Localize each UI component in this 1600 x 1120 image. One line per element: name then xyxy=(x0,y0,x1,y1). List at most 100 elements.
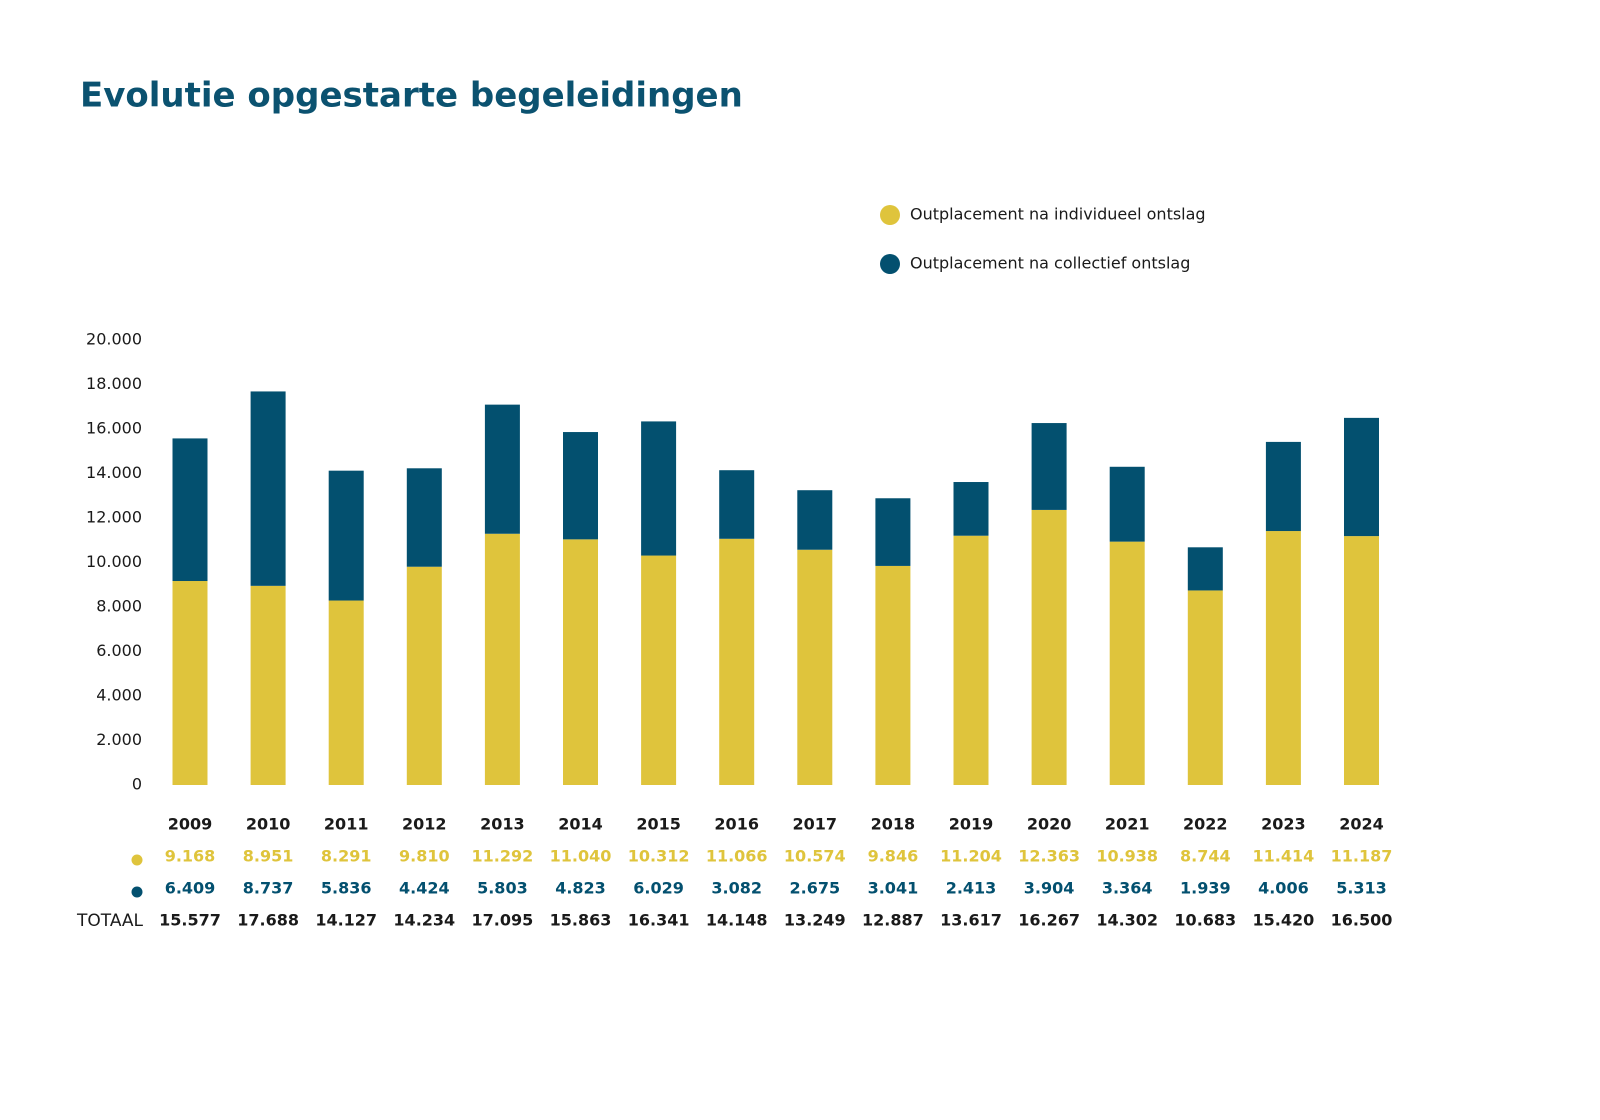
total-label: 12.887 xyxy=(862,911,924,930)
bar-segment xyxy=(250,391,286,586)
total-label: 14.234 xyxy=(393,911,455,930)
x-tick-label: 2020 xyxy=(1027,815,1072,834)
y-tick-label: 0 xyxy=(132,775,142,794)
total-label: 16.341 xyxy=(628,911,690,930)
x-tick-label: 2019 xyxy=(949,815,994,834)
bar-segment xyxy=(328,600,364,785)
value-label: 10.312 xyxy=(628,847,690,866)
bar-segment xyxy=(1265,531,1301,785)
total-label: 15.420 xyxy=(1253,911,1315,930)
value-label: 12.363 xyxy=(1018,847,1080,866)
value-label: 10.574 xyxy=(784,847,846,866)
bar-segment xyxy=(875,565,911,785)
total-label: 15.863 xyxy=(550,911,612,930)
value-label: 4.424 xyxy=(399,879,450,898)
x-tick-label: 2016 xyxy=(714,815,759,834)
value-label: 8.737 xyxy=(243,879,294,898)
total-label: 15.577 xyxy=(159,911,221,930)
y-tick-label: 4.000 xyxy=(96,686,142,705)
value-label: 9.810 xyxy=(399,847,450,866)
x-tick-label: 2021 xyxy=(1105,815,1150,834)
value-label: 11.414 xyxy=(1253,847,1315,866)
bar-segment xyxy=(641,555,677,785)
legend-swatch xyxy=(880,205,900,225)
y-tick-label: 18.000 xyxy=(86,374,142,393)
x-tick-label: 2010 xyxy=(246,815,291,834)
bar-segment xyxy=(1109,541,1145,785)
bar-segment xyxy=(1187,590,1223,785)
y-tick-label: 16.000 xyxy=(86,419,142,438)
total-label: 13.617 xyxy=(940,911,1002,930)
x-tick-label: 2014 xyxy=(558,815,603,834)
value-label: 9.846 xyxy=(868,847,919,866)
bar-segment xyxy=(250,585,286,785)
bar-segment xyxy=(563,432,598,540)
x-tick-label: 2018 xyxy=(871,815,916,834)
value-label: 6.409 xyxy=(165,879,216,898)
legend-swatch xyxy=(880,254,900,274)
value-label: 3.904 xyxy=(1024,879,1075,898)
value-label: 6.029 xyxy=(633,879,684,898)
bar-segment xyxy=(1109,466,1145,542)
bar-segment xyxy=(719,538,755,785)
legend-label: Outplacement na collectief ontslag xyxy=(910,254,1190,273)
legend-label: Outplacement na individueel ontslag xyxy=(910,205,1206,224)
value-label: 8.951 xyxy=(243,847,294,866)
total-label: 10.683 xyxy=(1174,911,1236,930)
value-label: 11.292 xyxy=(472,847,534,866)
value-label: 11.187 xyxy=(1331,847,1393,866)
x-tick-label: 2022 xyxy=(1183,815,1228,834)
x-tick-label: 2011 xyxy=(324,815,369,834)
bar-segment xyxy=(875,498,911,566)
bar-segment xyxy=(563,539,598,785)
value-label: 2.413 xyxy=(946,879,997,898)
bar-segment xyxy=(953,482,989,536)
bar-segment xyxy=(1187,547,1223,591)
bar-segment xyxy=(406,468,442,567)
bar-segment xyxy=(172,581,208,785)
bar-segment xyxy=(797,490,833,550)
total-label: 13.249 xyxy=(784,911,846,930)
value-label: 9.168 xyxy=(165,847,216,866)
bar-segment xyxy=(1031,423,1067,510)
bar-segment xyxy=(797,549,833,785)
y-tick-label: 14.000 xyxy=(86,463,142,482)
value-label: 8.291 xyxy=(321,847,372,866)
value-label: 4.006 xyxy=(1258,879,1309,898)
x-tick-label: 2024 xyxy=(1339,815,1384,834)
value-label: 4.823 xyxy=(555,879,606,898)
total-label: 14.127 xyxy=(315,911,377,930)
value-label: 8.744 xyxy=(1180,847,1231,866)
value-label: 11.040 xyxy=(550,847,612,866)
chart-title: Evolutie opgestarte begeleidingen xyxy=(80,76,743,116)
value-label: 3.041 xyxy=(868,879,919,898)
y-tick-label: 12.000 xyxy=(86,508,142,527)
x-tick-label: 2012 xyxy=(402,815,447,834)
total-label: 14.302 xyxy=(1096,911,1158,930)
x-tick-label: 2013 xyxy=(480,815,525,834)
total-label: 16.500 xyxy=(1331,911,1393,930)
x-tick-label: 2017 xyxy=(793,815,838,834)
total-label: 17.095 xyxy=(472,911,534,930)
bar-segment xyxy=(1344,536,1379,785)
total-row-title: TOTAAL xyxy=(76,911,144,931)
bar-segment xyxy=(953,535,989,785)
row-marker xyxy=(131,886,143,898)
x-tick-label: 2023 xyxy=(1261,815,1306,834)
bar-segment xyxy=(1265,441,1301,532)
bar-segment xyxy=(484,404,520,534)
x-tick-label: 2009 xyxy=(168,815,213,834)
total-label: 17.688 xyxy=(237,911,299,930)
bar-segment xyxy=(172,438,208,582)
bar-segment xyxy=(484,533,520,785)
value-label: 11.066 xyxy=(706,847,768,866)
bar-segment xyxy=(641,421,677,556)
value-label: 2.675 xyxy=(789,879,840,898)
bar-segment xyxy=(328,470,364,601)
value-label: 5.313 xyxy=(1336,879,1387,898)
value-label: 5.803 xyxy=(477,879,528,898)
y-tick-label: 2.000 xyxy=(96,730,142,749)
value-label: 3.364 xyxy=(1102,879,1153,898)
bar-segment xyxy=(1031,509,1067,785)
